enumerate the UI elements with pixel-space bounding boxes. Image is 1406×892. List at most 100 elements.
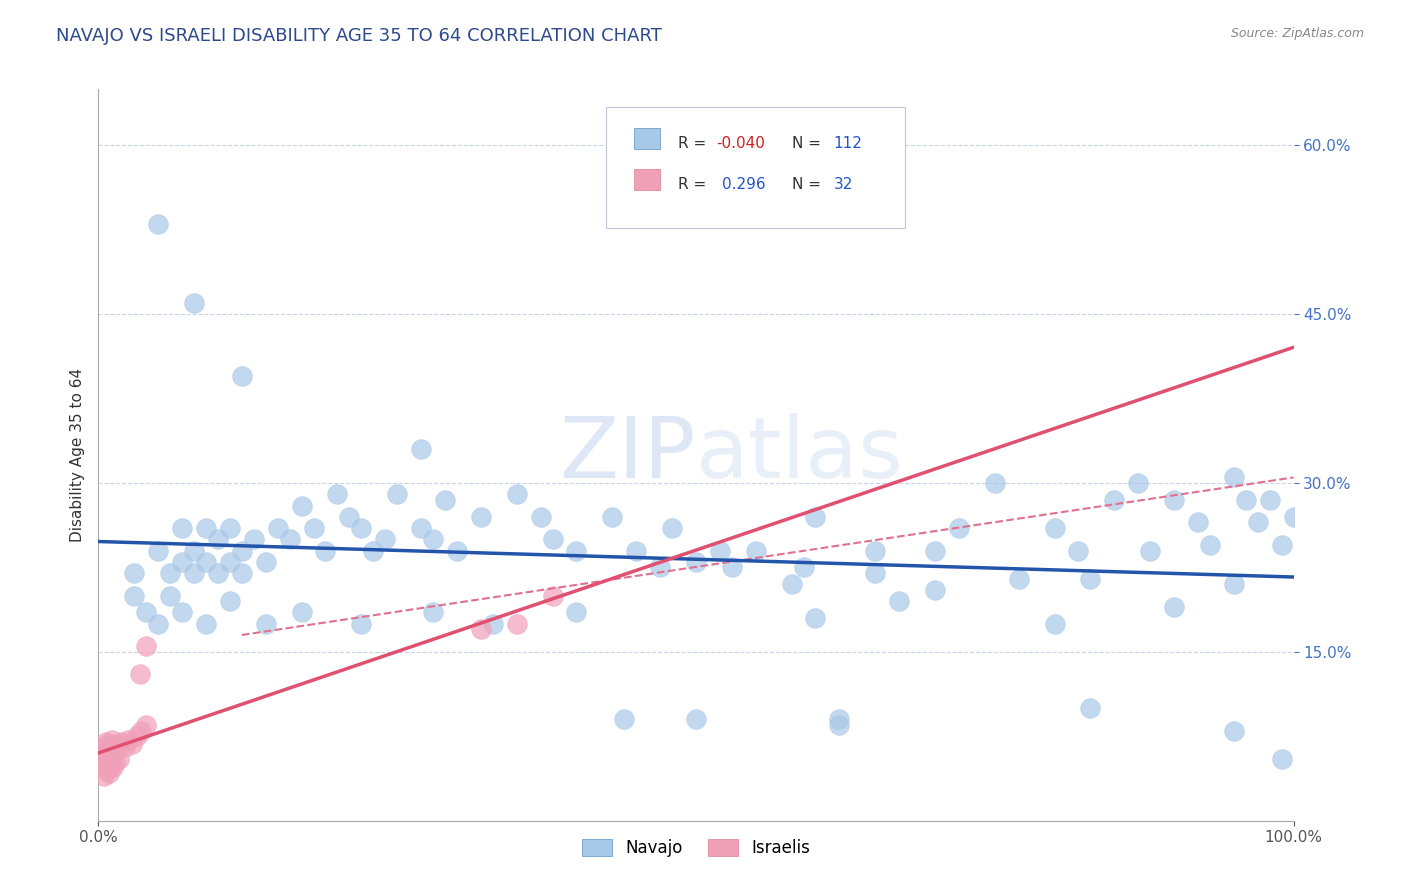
Point [350, 616, 373, 631]
Text: atlas: atlas [696, 413, 904, 497]
Point [1128, 476, 1150, 491]
Point [1223, 723, 1246, 738]
Point [100, 752, 122, 766]
Point [470, 623, 492, 637]
Point [148, 217, 170, 231]
Text: ZIP: ZIP [560, 413, 696, 497]
Point [1223, 577, 1246, 591]
Point [506, 616, 529, 631]
Point [94, 735, 117, 749]
Point [793, 560, 815, 574]
Point [1080, 701, 1102, 715]
Text: 112: 112 [834, 136, 862, 151]
Point [291, 499, 314, 513]
Point [129, 667, 152, 681]
Point [470, 509, 492, 524]
Point [254, 555, 277, 569]
Point [291, 606, 314, 620]
Text: Source: ZipAtlas.com: Source: ZipAtlas.com [1230, 27, 1364, 40]
Point [1271, 538, 1294, 552]
Point [804, 509, 827, 524]
Point [91, 757, 114, 772]
Point [541, 589, 564, 603]
Text: R =: R = [678, 177, 716, 192]
Point [195, 616, 218, 631]
Point [984, 476, 1007, 491]
Text: R =: R = [678, 136, 711, 151]
Point [948, 521, 970, 535]
Point [1163, 492, 1185, 507]
Point [1080, 572, 1102, 586]
Point [1223, 470, 1246, 484]
Point [1043, 521, 1066, 535]
Point [172, 521, 194, 535]
Point [93, 769, 115, 783]
Point [434, 492, 457, 507]
Point [207, 566, 229, 580]
Point [1163, 599, 1185, 614]
Text: 32: 32 [834, 177, 853, 192]
Point [411, 442, 433, 457]
Text: 0.296: 0.296 [723, 177, 766, 192]
Point [661, 521, 683, 535]
Point [613, 712, 636, 726]
Point [131, 723, 153, 738]
FancyBboxPatch shape [606, 108, 905, 228]
Point [172, 555, 194, 569]
Point [1104, 492, 1126, 507]
Point [98, 766, 121, 780]
Point [96, 763, 118, 777]
Point [231, 543, 253, 558]
Point [422, 533, 444, 547]
Point [98, 759, 122, 773]
Point [385, 487, 409, 501]
Point [1282, 509, 1305, 524]
Legend: Navajo, Israelis: Navajo, Israelis [575, 832, 817, 863]
Point [865, 566, 887, 580]
Point [565, 606, 588, 620]
Point [148, 543, 170, 558]
Point [267, 521, 290, 535]
Point [1067, 543, 1090, 558]
Point [350, 521, 373, 535]
Point [183, 543, 205, 558]
Point [374, 533, 396, 547]
Point [96, 746, 118, 760]
Point [828, 712, 851, 726]
Point [231, 566, 253, 580]
Point [530, 509, 553, 524]
Point [1258, 492, 1281, 507]
Point [101, 759, 124, 773]
Point [254, 616, 277, 631]
Point [315, 543, 337, 558]
Point [117, 732, 139, 747]
Point [685, 555, 707, 569]
Text: -0.040: -0.040 [716, 136, 765, 151]
Point [98, 748, 121, 763]
Point [1043, 616, 1066, 631]
Point [685, 712, 707, 726]
Point [135, 639, 157, 653]
Point [183, 296, 205, 310]
Point [93, 740, 115, 755]
Point [828, 718, 851, 732]
Point [1139, 543, 1161, 558]
Point [422, 606, 444, 620]
Point [1008, 572, 1031, 586]
Text: N =: N = [792, 136, 825, 151]
Y-axis label: Disability Age 35 to 64: Disability Age 35 to 64 [69, 368, 84, 542]
Point [506, 487, 529, 501]
Point [159, 566, 181, 580]
Point [124, 589, 146, 603]
Point [105, 737, 128, 751]
Point [110, 735, 132, 749]
Point [159, 589, 181, 603]
Point [411, 521, 433, 535]
Point [183, 566, 205, 580]
Point [94, 752, 117, 766]
Point [219, 594, 242, 608]
Point [207, 533, 229, 547]
Point [121, 737, 143, 751]
Point [804, 611, 827, 625]
Point [114, 740, 136, 755]
